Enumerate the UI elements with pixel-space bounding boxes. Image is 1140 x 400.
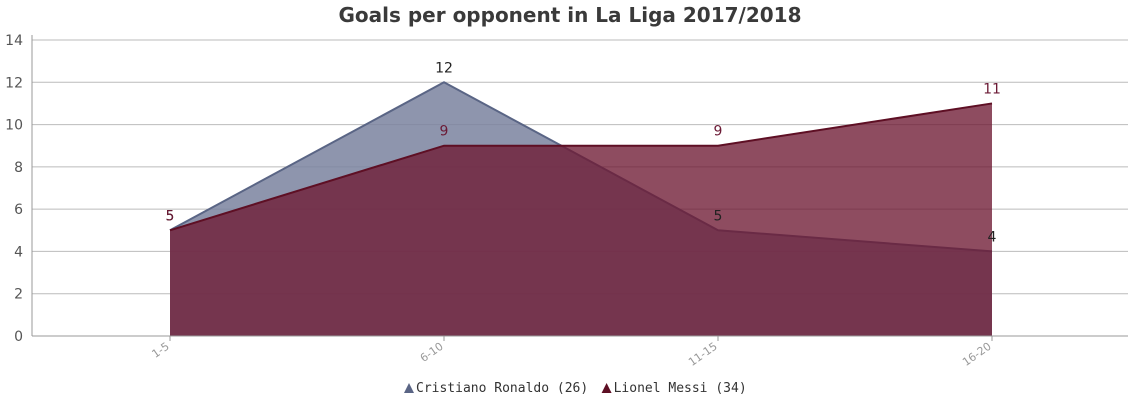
data-label: 5 [166,208,175,224]
legend[interactable]: Cristiano Ronaldo (26) Lionel Messi (34) [404,381,747,396]
legend-triangle-icon [601,383,612,393]
x-tick-label: 11-15 [686,340,720,369]
y-tick-label: 8 [14,160,23,176]
y-tick-label: 14 [5,33,23,49]
legend-label: Cristiano Ronaldo (26) [416,381,588,396]
y-tick-label: 6 [14,202,23,218]
data-label: 11 [983,81,1001,97]
data-label: 5 [166,208,175,224]
chart-title: Goals per opponent in La Liga 2017/2018 [338,3,801,27]
series-line-2 [169,102,993,232]
series-areas [169,81,993,337]
data-label: 4 [988,229,997,245]
data-label: 12 [435,60,453,76]
x-tick-label: 16-20 [960,340,994,369]
legend-item-2[interactable]: Lionel Messi (34) [601,381,747,396]
x-tick-label: 6-10 [418,340,446,365]
legend-item-1[interactable]: Cristiano Ronaldo (26) [404,381,588,396]
y-tick-label: 0 [14,329,23,345]
data-label: 9 [714,124,723,140]
y-tick-label: 2 [14,287,23,303]
y-tick-label: 4 [14,244,23,260]
y-tick-label: 12 [5,75,23,91]
data-label: 9 [440,124,449,140]
legend-triangle-icon [404,383,414,393]
legend-label: Lionel Messi (34) [614,381,747,396]
data-label: 5 [714,208,723,224]
series-area-2 [170,103,992,336]
x-tick-label: 1-5 [150,340,172,361]
y-tick-label: 10 [5,118,23,134]
